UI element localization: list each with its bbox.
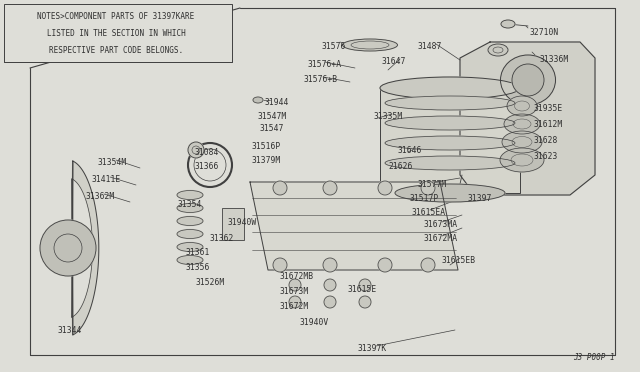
Text: 31935E: 31935E: [534, 104, 563, 113]
Text: 31366: 31366: [195, 162, 220, 171]
Polygon shape: [460, 42, 595, 195]
Polygon shape: [250, 182, 458, 270]
Circle shape: [323, 258, 337, 272]
Text: RESPECTIVE PART CODE BELONGS.: RESPECTIVE PART CODE BELONGS.: [49, 46, 183, 55]
Text: 31397K: 31397K: [358, 344, 387, 353]
Text: 21626: 21626: [388, 162, 412, 171]
Ellipse shape: [253, 97, 263, 103]
Circle shape: [289, 296, 301, 308]
Circle shape: [421, 181, 435, 195]
Text: 31335M: 31335M: [374, 112, 403, 121]
Text: 31615EB: 31615EB: [442, 256, 476, 265]
Circle shape: [324, 296, 336, 308]
Text: 31623: 31623: [534, 152, 558, 161]
Text: 31379M: 31379M: [252, 156, 281, 165]
Text: 31084: 31084: [195, 148, 220, 157]
Text: 31576+B: 31576+B: [304, 75, 338, 84]
FancyBboxPatch shape: [4, 4, 232, 62]
Circle shape: [359, 296, 371, 308]
Circle shape: [289, 279, 301, 291]
Circle shape: [273, 181, 287, 195]
Text: 31673MA: 31673MA: [424, 220, 458, 229]
Text: 31944: 31944: [265, 98, 289, 107]
Text: 31940V: 31940V: [300, 318, 329, 327]
Circle shape: [359, 279, 371, 291]
Text: 31615E: 31615E: [348, 285, 377, 294]
Text: 31547: 31547: [260, 124, 284, 133]
Text: 31487: 31487: [418, 42, 442, 51]
Circle shape: [273, 258, 287, 272]
Ellipse shape: [177, 230, 203, 238]
Circle shape: [421, 258, 435, 272]
Circle shape: [324, 279, 336, 291]
Text: 31362: 31362: [210, 234, 234, 243]
FancyBboxPatch shape: [222, 208, 244, 240]
Ellipse shape: [177, 217, 203, 225]
Text: 31517P: 31517P: [410, 194, 439, 203]
Ellipse shape: [385, 96, 515, 110]
Text: 31547M: 31547M: [258, 112, 287, 121]
Text: 31673M: 31673M: [280, 287, 309, 296]
Ellipse shape: [504, 114, 540, 134]
Ellipse shape: [500, 55, 556, 105]
Ellipse shape: [395, 184, 505, 202]
Ellipse shape: [342, 39, 397, 51]
Text: 31411E: 31411E: [92, 175, 121, 184]
Ellipse shape: [177, 203, 203, 212]
Text: 32710N: 32710N: [530, 28, 559, 37]
Text: 31576+A: 31576+A: [308, 60, 342, 69]
Text: 31612M: 31612M: [534, 120, 563, 129]
Circle shape: [188, 142, 204, 158]
Text: 31397: 31397: [468, 194, 492, 203]
Text: 31576: 31576: [322, 42, 346, 51]
Text: 31646: 31646: [398, 146, 422, 155]
Text: 31628: 31628: [534, 136, 558, 145]
Text: 31344: 31344: [58, 326, 83, 335]
Ellipse shape: [488, 44, 508, 56]
Text: 31577M: 31577M: [418, 180, 447, 189]
Ellipse shape: [502, 131, 542, 153]
Ellipse shape: [385, 156, 515, 170]
Ellipse shape: [500, 148, 544, 172]
Text: 31672M: 31672M: [280, 302, 309, 311]
Text: 31362M: 31362M: [86, 192, 115, 201]
Text: J3 P00P 1: J3 P00P 1: [573, 353, 615, 362]
Ellipse shape: [501, 20, 515, 28]
Text: 31615EA: 31615EA: [412, 208, 446, 217]
Text: 31647: 31647: [382, 57, 406, 66]
Circle shape: [378, 258, 392, 272]
Text: 31672MA: 31672MA: [424, 234, 458, 243]
Text: LISTED IN THE SECTION IN WHICH: LISTED IN THE SECTION IN WHICH: [47, 29, 186, 38]
Text: 31354M: 31354M: [98, 158, 127, 167]
Text: NOTES>COMPONENT PARTS OF 31397KARE: NOTES>COMPONENT PARTS OF 31397KARE: [37, 12, 195, 21]
Ellipse shape: [177, 190, 203, 199]
Text: 31526M: 31526M: [196, 278, 225, 287]
Ellipse shape: [385, 136, 515, 150]
Text: 31940W: 31940W: [228, 218, 257, 227]
Ellipse shape: [177, 243, 203, 251]
Polygon shape: [72, 161, 99, 335]
Text: 31361: 31361: [186, 248, 211, 257]
Ellipse shape: [507, 96, 537, 116]
Ellipse shape: [385, 116, 515, 130]
Text: 31356: 31356: [186, 263, 211, 272]
Text: 31672MB: 31672MB: [280, 272, 314, 281]
Ellipse shape: [177, 256, 203, 264]
Circle shape: [40, 220, 96, 276]
Ellipse shape: [380, 77, 520, 99]
Text: 31336M: 31336M: [540, 55, 569, 64]
FancyBboxPatch shape: [380, 88, 520, 193]
Text: 31516P: 31516P: [252, 142, 281, 151]
Text: 31354: 31354: [178, 200, 202, 209]
Circle shape: [323, 181, 337, 195]
Circle shape: [512, 64, 544, 96]
Circle shape: [378, 181, 392, 195]
